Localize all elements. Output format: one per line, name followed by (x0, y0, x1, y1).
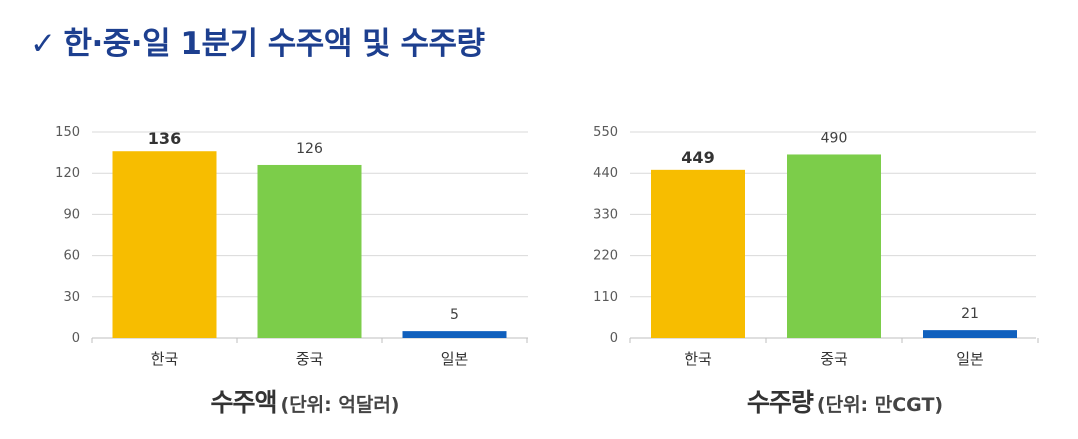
bar-china (787, 154, 881, 338)
check-icon: ✓ (30, 26, 56, 62)
data-label: 126 (296, 141, 323, 157)
y-tick-label: 550 (593, 125, 618, 140)
order-volume-chart-svg: 0 110 220 330 440 550 449 한국 490 중국 21 일본 (593, 125, 1039, 368)
y-tick-label: 330 (593, 207, 618, 222)
order-amount-chart-svg: 0 30 60 90 120 150 136 한국 126 중국 5 일본 (55, 125, 528, 368)
order-amount-chart: 0 30 60 90 120 150 136 한국 126 중국 5 일본 (40, 110, 540, 368)
y-tick-label: 220 (593, 249, 618, 264)
order-amount-caption-unit: (단위: 억달러) (280, 394, 400, 416)
order-volume-caption-unit: (단위: 만CGT) (816, 394, 944, 416)
data-label: 449 (681, 148, 714, 167)
data-label: 490 (821, 130, 848, 146)
bar-japan (402, 331, 507, 338)
y-tick-label: 110 (593, 290, 618, 305)
category-label: 중국 (296, 350, 324, 368)
y-tick-label: 0 (72, 331, 80, 346)
data-label: 21 (961, 306, 979, 322)
category-label: 한국 (684, 350, 712, 368)
order-amount-caption-title: 수주액 (210, 388, 278, 417)
order-amount-caption: 수주액 (단위: 억달러) (190, 383, 420, 419)
bar-china (257, 164, 362, 338)
data-label: 5 (450, 307, 459, 323)
category-label: 중국 (820, 350, 848, 368)
order-volume-caption-title: 수주량 (746, 388, 814, 417)
data-label: 136 (148, 129, 181, 148)
y-tick-label: 440 (593, 166, 618, 181)
order-volume-chart: 0 110 220 330 440 550 449 한국 490 중국 21 일본 (578, 110, 1048, 368)
category-label: 일본 (956, 350, 984, 368)
y-tick-label: 30 (63, 290, 80, 305)
category-label: 한국 (151, 350, 179, 368)
y-tick-label: 90 (63, 207, 80, 222)
bar-korea (651, 169, 745, 338)
y-tick-label: 150 (55, 125, 80, 140)
y-tick-label: 60 (63, 249, 80, 264)
page-title-text: 한·중·일 1분기 수주액 및 수주량 (63, 26, 485, 62)
y-tick-label: 0 (610, 331, 618, 346)
order-volume-caption: 수주량 (단위: 만CGT) (725, 383, 965, 419)
category-label: 일본 (441, 350, 469, 368)
bar-korea (112, 151, 217, 338)
page-title: ✓ 한·중·일 1분기 수주액 및 수주량 (30, 18, 485, 63)
bar-japan (923, 330, 1017, 338)
y-tick-label: 120 (55, 166, 80, 181)
